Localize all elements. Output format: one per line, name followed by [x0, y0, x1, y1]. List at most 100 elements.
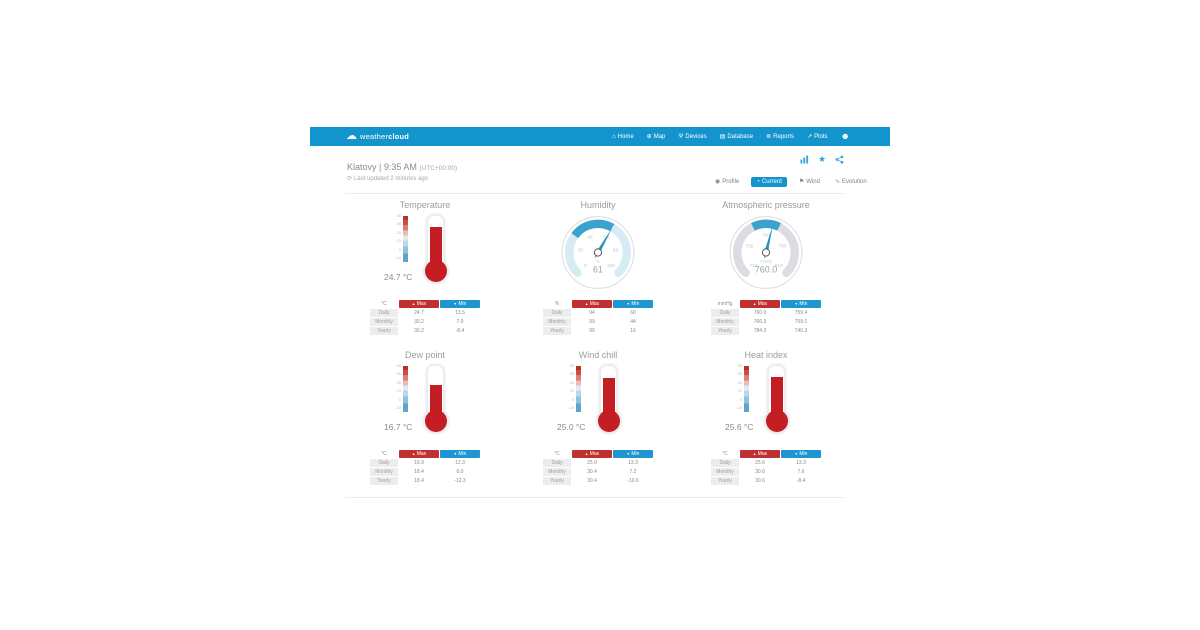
svg-text:710: 710: [749, 263, 757, 269]
table-row: Daily 25.6 13.3: [711, 459, 821, 467]
nav-item-home[interactable]: ⌂ Home: [612, 134, 634, 140]
min-header: ▼ Min: [613, 450, 653, 458]
bar-chart-icon[interactable]: [800, 155, 809, 164]
arrow-down-icon: ▼: [794, 301, 798, 306]
refresh-icon[interactable]: ⟳: [347, 176, 353, 182]
table-row: Yearly 30.6 -8.4: [711, 477, 821, 485]
table-row: Monthly 766.3 759.1: [711, 318, 821, 326]
header-actions: ★: [800, 155, 844, 164]
color-scale: [403, 216, 408, 262]
table-row: Yearly 18.4 -12.3: [370, 477, 480, 485]
svg-text:20: 20: [578, 248, 584, 254]
cloud-logo-icon: ☁: [346, 130, 357, 142]
stats-table: °C ▲ Max ▼ Min Daily 24.7 13.5 Monthly 3…: [369, 299, 481, 336]
panel-title: Atmospheric pressure: [722, 200, 810, 210]
panel-dew-point: Dew point 40 30 20 10 0 -10 16.7 °C °C ▲…: [340, 350, 510, 486]
stats-table: mmHg ▲ Max ▼ Min Daily 760.0 759.4 Month…: [710, 299, 822, 336]
page-title: Klatovy | 9:35 AM (UTC+00:00): [347, 162, 458, 172]
star-icon[interactable]: ★: [818, 154, 827, 164]
max-header: ▲ Max: [572, 450, 612, 458]
panel-pressure: Atmospheric pressure 710 735 760 785 810…: [681, 200, 851, 336]
thermometer-tube: [426, 214, 445, 262]
share-icon[interactable]: [835, 155, 844, 164]
panel-title: Temperature: [399, 200, 451, 210]
divider-bottom: [345, 497, 845, 498]
color-scale: [744, 366, 749, 412]
panel-temperature: Temperature 40 30 20 10 0 -10 24.7 °C °C…: [340, 200, 510, 336]
table-row: Monthly 30.4 7.2: [543, 468, 653, 476]
report-icon: ≣: [766, 133, 772, 140]
current-value: 61: [593, 264, 603, 274]
table-row: Daily 94 60: [543, 309, 653, 317]
divider-top: [345, 193, 845, 194]
min-header: ▼ Min: [440, 450, 480, 458]
svg-text:785: 785: [779, 243, 787, 249]
arrow-up-icon: ▲: [411, 301, 416, 306]
table-row: Yearly 30.4 -10.6: [543, 477, 653, 485]
arrow-up-icon: ▲: [584, 301, 589, 306]
table-row: Daily 25.0 13.3: [543, 459, 653, 467]
max-header: ▲ Max: [740, 450, 780, 458]
color-scale: [576, 366, 581, 412]
gauge-icon: ◔: [756, 178, 760, 185]
tab-current[interactable]: ◔ Current: [751, 176, 787, 187]
tab-evolution[interactable]: ∿ Evolution: [834, 178, 867, 186]
min-header: ▼ Min: [781, 300, 821, 308]
tab-wind[interactable]: ⚑ Wind: [798, 178, 820, 186]
panel-heat-index: Heat index 40 30 20 10 0 -10 25.6 °C °C …: [681, 350, 851, 486]
nav-item-reports[interactable]: ≣ Reports: [766, 134, 794, 140]
database-icon: ▤: [719, 133, 726, 140]
nav-item-devices[interactable]: Ψ Devices: [678, 134, 706, 140]
current-value: 24.7 °C: [384, 272, 413, 282]
panel-title: Humidity: [580, 200, 616, 210]
svg-text:100: 100: [607, 263, 615, 269]
svg-text:760: 760: [762, 232, 770, 238]
thermometer-graphic: 40 30 20 10 0 -10 24.7 °C: [384, 213, 460, 287]
max-header: ▲ Max: [572, 300, 612, 308]
current-value: 16.7 °C: [384, 422, 413, 432]
nav-item-plots[interactable]: ↗ Plots: [807, 134, 827, 140]
arrow-down-icon: ▼: [626, 451, 630, 456]
thermometer-tube: [426, 364, 445, 412]
arrow-up-icon: ▲: [752, 301, 757, 306]
gauge-unit: mmHg: [760, 260, 771, 264]
table-row: Monthly 18.4 6.0: [370, 468, 480, 476]
thermometer-graphic: 40 30 20 10 0 -10 25.0 °C: [557, 363, 633, 437]
unit-header: °C: [381, 300, 387, 307]
last-updated: ⟳ Last updated 2 minutes ago: [347, 175, 429, 183]
user-avatar-icon[interactable]: ☻: [840, 131, 850, 141]
nav-item-database[interactable]: ▤ Database: [720, 134, 753, 140]
unit-header: °C: [381, 450, 387, 457]
station-header: Klatovy | 9:35 AM (UTC+00:00) ⟳ Last upd…: [347, 162, 457, 182]
svg-text:735: 735: [745, 243, 753, 249]
table-row: Yearly 784.3 740.3: [711, 327, 821, 335]
tab-profile[interactable]: ◉ Profile: [715, 178, 740, 186]
arrow-up-icon: ▲: [584, 451, 589, 456]
pressure-gauge: 710 735 760 785 810 mmHg 760.0: [729, 215, 803, 290]
panel-wind-chill: Wind chill 40 30 20 10 0 -10 25.0 °C °C …: [513, 350, 683, 486]
panel-title: Wind chill: [578, 350, 618, 360]
min-header: ▼ Min: [440, 300, 480, 308]
thermometer-graphic: 40 30 20 10 0 -10 25.6 °C: [725, 363, 801, 437]
max-header: ▲ Max: [399, 450, 439, 458]
svg-text:80: 80: [613, 248, 619, 254]
gauge-unit: %: [596, 260, 600, 264]
weathercloud-logo[interactable]: ☁ weathercloud: [346, 131, 409, 142]
table-row: Yearly 30.2 -8.4: [370, 327, 480, 335]
stats-table: °C ▲ Max ▼ Min Daily 25.0 13.3 Monthly 3…: [542, 449, 654, 486]
svg-text:810: 810: [775, 263, 783, 269]
table-row: Monthly 30.6 7.6: [711, 468, 821, 476]
table-row: Daily 16.9 12.3: [370, 459, 480, 467]
view-tabs: ◉ Profile ◔ Current ⚑ Wind ∿ Evolution: [712, 176, 870, 187]
arrow-up-icon: ▲: [411, 451, 416, 456]
unit-header: mmHg: [717, 300, 733, 307]
nav-label: Database: [727, 133, 754, 140]
nav-item-map[interactable]: ⊕ Map: [647, 134, 666, 140]
table-row: Yearly 99 16: [543, 327, 653, 335]
plot-icon: ↗: [807, 133, 813, 140]
min-header: ▼ Min: [781, 450, 821, 458]
globe-icon: ⊕: [646, 133, 652, 140]
unit-header: °C: [722, 450, 728, 457]
arrow-up-icon: ▲: [752, 451, 757, 456]
